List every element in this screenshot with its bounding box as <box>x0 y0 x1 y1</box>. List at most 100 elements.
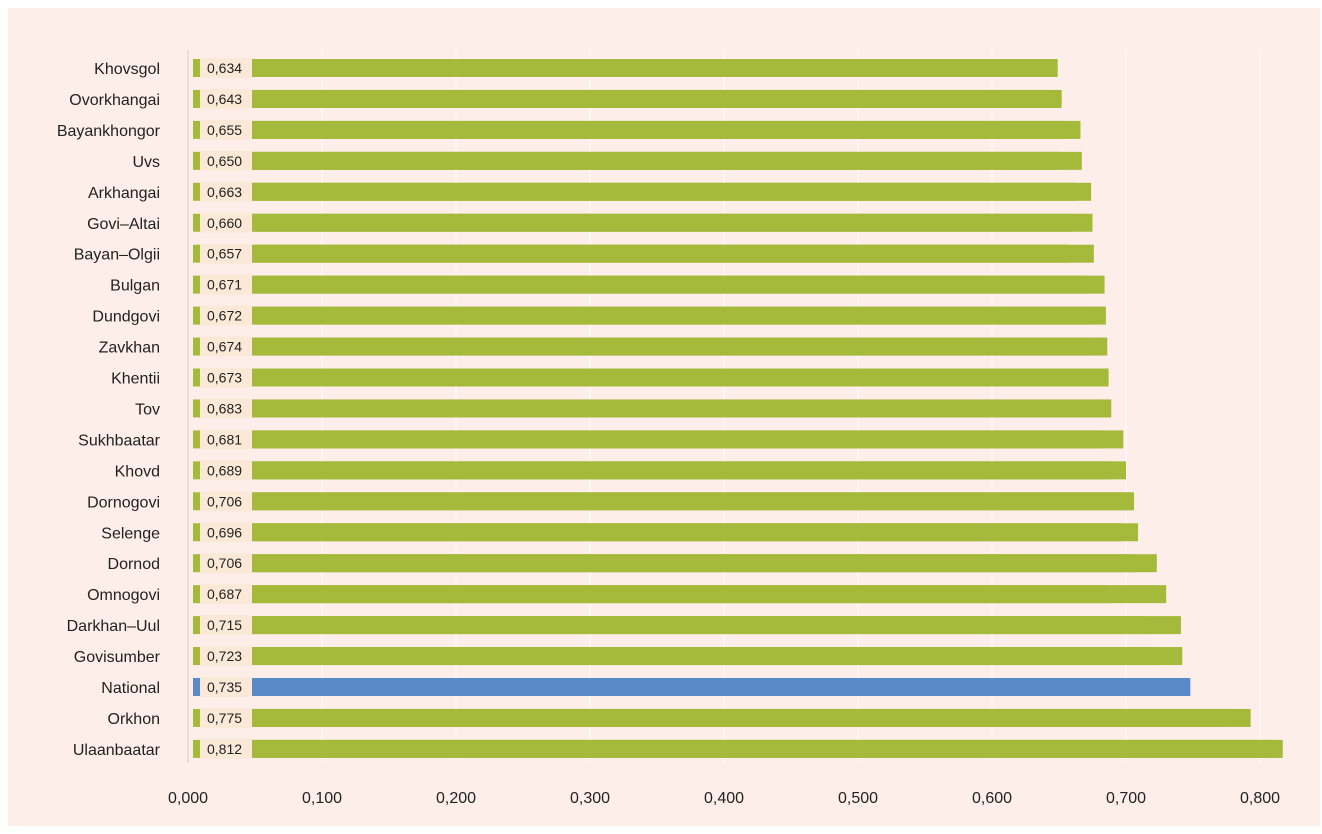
data-label-box <box>200 367 252 388</box>
bar-series2 <box>253 59 1058 77</box>
x-tick-label: 0,600 <box>972 790 1012 807</box>
category-label: Khovd <box>115 463 160 480</box>
category-label: Uvs <box>132 154 160 171</box>
category-label: Sukhbaatar <box>78 432 161 449</box>
data-label: 0,735 <box>207 679 242 695</box>
category-label: Orkhon <box>108 711 160 728</box>
bars <box>193 58 1283 759</box>
bar-series2 <box>253 708 1251 727</box>
x-tick-label: 0,500 <box>838 790 878 807</box>
data-label-box <box>200 336 252 357</box>
data-label-box <box>200 646 252 667</box>
category-label: Zavkhan <box>99 340 160 357</box>
bar-series2 <box>253 585 1167 604</box>
category-label: Govi–Altai <box>87 216 160 233</box>
category-label: Govisumber <box>74 649 161 666</box>
data-label: 0,673 <box>207 370 242 386</box>
data-label-box <box>200 553 252 574</box>
category-label: Dornogovi <box>87 494 160 511</box>
data-label-box <box>200 305 252 326</box>
data-label: 0,715 <box>207 617 242 633</box>
bar-series2 <box>253 275 1105 294</box>
x-tick-label: 0,000 <box>168 790 208 807</box>
data-label: 0,775 <box>207 710 242 726</box>
bar-series2 <box>253 554 1157 573</box>
data-label: 0,689 <box>207 462 242 478</box>
category-label: Bulgan <box>110 278 160 295</box>
data-label: 0,671 <box>207 277 242 293</box>
data-label-box <box>200 677 252 697</box>
bar-series2 <box>253 523 1139 542</box>
x-axis-ticks: 0,000 0,100 0,200 0,300 0,400 0,500 0,600 0,700… <box>168 790 1280 807</box>
bar-series2 <box>253 430 1124 449</box>
x-tick-label: 0,800 <box>1240 790 1280 807</box>
data-label-box <box>200 738 252 759</box>
data-label: 0,687 <box>207 586 242 602</box>
bar-series2 <box>253 306 1106 325</box>
category-label: Bayankhongor <box>57 123 161 140</box>
category-label: Arkhangai <box>88 185 160 202</box>
category-label: Omnogovi <box>87 587 160 604</box>
bar-series2 <box>253 213 1093 232</box>
bar-series2 <box>253 647 1183 666</box>
data-label-box <box>200 181 252 202</box>
bar-series2 <box>253 461 1126 480</box>
bar-series2 <box>253 678 1191 696</box>
data-label-box <box>200 150 252 171</box>
category-label: Selenge <box>101 525 160 542</box>
data-label: 0,663 <box>207 184 242 200</box>
category-label: Khentii <box>111 371 160 388</box>
data-label: 0,674 <box>207 339 242 355</box>
category-label: National <box>101 680 160 697</box>
data-label: 0,634 <box>207 60 242 76</box>
bar-series2 <box>253 739 1283 758</box>
x-tick-label: 0,300 <box>570 790 610 807</box>
data-label-box <box>200 243 252 264</box>
data-label: 0,650 <box>207 153 242 169</box>
bar-series2 <box>253 337 1108 356</box>
data-label-box <box>200 491 252 512</box>
data-label: 0,696 <box>207 524 242 540</box>
x-tick-label: 0,400 <box>704 790 744 807</box>
bar-series2 <box>253 151 1082 170</box>
bar-series2 <box>253 89 1062 108</box>
data-label-box <box>200 460 252 481</box>
data-label: 0,812 <box>207 741 242 757</box>
bar-series2 <box>253 399 1112 418</box>
data-label-box <box>200 274 252 295</box>
data-label: 0,683 <box>207 400 242 416</box>
data-label-box <box>200 212 252 233</box>
category-label: Bayan–Olgii <box>74 247 160 264</box>
category-label: Ulaanbaatar <box>73 742 161 759</box>
bar-series2 <box>253 244 1094 263</box>
data-label-box <box>200 398 252 419</box>
data-label: 0,672 <box>207 308 242 324</box>
data-label-box <box>200 522 252 543</box>
data-label-box <box>200 429 252 450</box>
data-label: 0,657 <box>207 246 242 262</box>
bar-series2 <box>253 492 1132 511</box>
data-label: 0,706 <box>207 493 242 509</box>
data-label-box <box>200 58 252 78</box>
x-tick-label: 0,700 <box>1106 790 1146 807</box>
category-label: Dundgovi <box>92 309 160 326</box>
category-label: Khovsgol <box>94 61 160 78</box>
category-label: Dornod <box>108 556 160 573</box>
category-label: Darkhan–Uul <box>67 618 160 635</box>
category-labels: 0,634 Khovsgol 0,643 Ovorkhangai 0,655 Bayank… <box>57 60 242 759</box>
data-label: 0,643 <box>207 91 242 107</box>
data-label: 0,681 <box>207 431 242 447</box>
data-label-box <box>200 707 252 728</box>
category-label: Ovorkhangai <box>69 92 160 109</box>
bar-series2 <box>253 616 1181 635</box>
x-tick-label: 0,100 <box>302 790 342 807</box>
data-label: 0,723 <box>207 648 242 664</box>
data-label: 0,655 <box>207 122 242 138</box>
data-label: 0,660 <box>207 215 242 231</box>
data-label-box <box>200 584 252 605</box>
data-label-box <box>200 88 252 109</box>
x-tick-label: 0,200 <box>436 790 476 807</box>
data-label-box <box>200 615 252 636</box>
category-label: Tov <box>135 401 160 418</box>
